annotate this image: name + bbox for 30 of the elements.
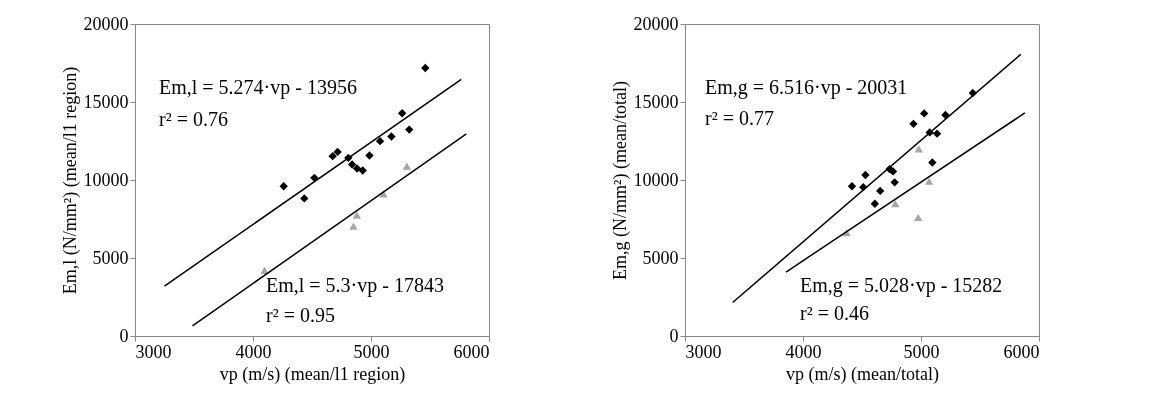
y-tick-label: 5000 [92, 247, 129, 268]
y-tick-label: 10000 [633, 169, 679, 190]
annotation: r² = 0.77 [705, 107, 774, 129]
x-tick-label: 4000 [235, 341, 272, 362]
y-tick-label: 20000 [83, 13, 129, 34]
y-tick-label: 0 [669, 325, 679, 346]
y-tick-label: 5000 [642, 247, 679, 268]
x-tick-label: 6000 [453, 341, 490, 362]
x-tick-label: 6000 [1003, 341, 1040, 362]
y-tick-label: 0 [119, 325, 129, 346]
x-axis-title: vp (m/s) (mean/l1 region) [219, 363, 406, 385]
y-axis-title: Em,g (N/mm²) (mean/total) [609, 81, 631, 280]
x-tick-label: 5000 [353, 341, 390, 362]
annotation: Em,l = 5.274·vp - 13956 [159, 76, 357, 99]
y-tick-label: 20000 [633, 13, 679, 34]
annotation: r² = 0.76 [159, 108, 228, 130]
x-tick-label: 3000 [135, 341, 172, 362]
y-axis-title: Em,l (N/mm²) (mean/l1 region) [59, 66, 81, 295]
x-tick-label: 4000 [785, 341, 822, 362]
annotation: Em,l = 5.3·vp - 17843 [266, 274, 444, 297]
y-tick-label: 10000 [83, 169, 129, 190]
y-tick-label: 15000 [83, 91, 129, 112]
annotation: r² = 0.46 [800, 302, 869, 324]
y-tick-label: 15000 [633, 91, 679, 112]
x-tick-label: 5000 [903, 341, 940, 362]
annotation: Em,g = 6.516·vp - 20031 [705, 76, 908, 99]
x-axis-title: vp (m/s) (mean/total) [786, 363, 939, 385]
x-tick-label: 3000 [685, 341, 722, 362]
annotation: r² = 0.95 [266, 304, 335, 326]
annotation: Em,g = 5.028·vp - 15282 [800, 274, 1003, 297]
